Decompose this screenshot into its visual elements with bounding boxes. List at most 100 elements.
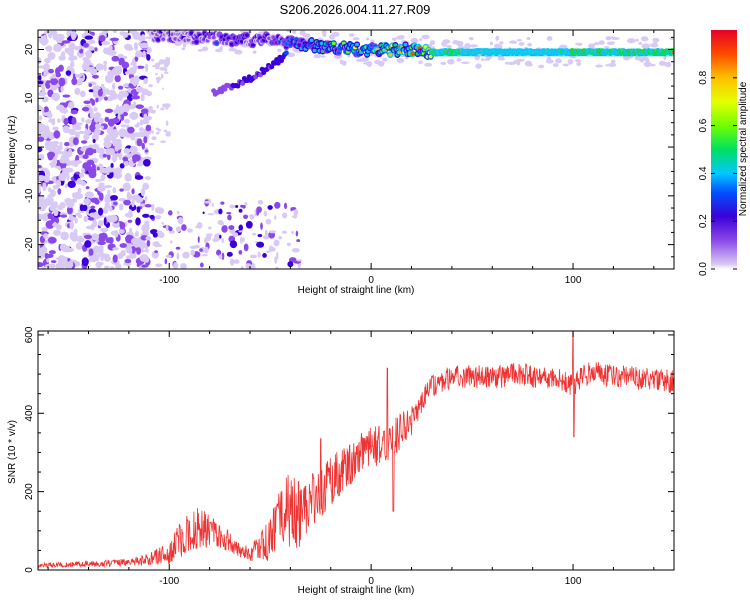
spectrogram-cell [418, 60, 423, 65]
spectrogram-cell [73, 125, 82, 131]
spectrogram-cell [274, 215, 277, 220]
spectrogram-ytick-label: 20 [24, 44, 35, 56]
spectrogram-cell [562, 63, 570, 67]
spectrogram-cell [118, 229, 125, 234]
spectrogram-cell [518, 42, 525, 46]
spectrogram-cell [69, 214, 73, 220]
spectrogram-cell [146, 53, 151, 61]
spectrogram-cell [431, 46, 435, 50]
spectrogram-cell [142, 50, 147, 58]
spectrogram-cell [55, 72, 62, 78]
spectrogram-cell [154, 250, 158, 254]
spectrogram-cell [58, 77, 66, 87]
spectrogram-cell [598, 40, 605, 45]
spectrogram-cell [397, 35, 405, 39]
spectrogram-cell [489, 41, 494, 46]
spectrogram-cell [140, 187, 146, 197]
spectrogram-cell [38, 74, 42, 81]
spectrogram-cell [83, 100, 92, 105]
spectrogram-cell [38, 115, 43, 121]
spectrogram-cell [38, 165, 42, 169]
spectrogram-cell [74, 160, 82, 164]
spectrogram-cell [634, 56, 642, 61]
spectrogram-cell [134, 123, 140, 128]
spectrogram-cell [266, 250, 270, 253]
spectrogram-cell [160, 140, 166, 144]
spectrogram-cell [410, 37, 419, 44]
colorbar-tick-label: 0.0 [698, 262, 709, 276]
spectrogram-cell [80, 140, 88, 144]
spectrogram-cell [87, 166, 97, 176]
spectrogram-cell [88, 83, 93, 87]
spectrogram-cell [65, 70, 72, 76]
spectrogram-cell [47, 236, 57, 244]
spectrogram-cell [45, 220, 55, 229]
spectrogram-cell [576, 61, 582, 67]
spectrogram-cell [145, 36, 154, 40]
spectrogram-frame [37, 29, 675, 270]
spectrogram-cell [170, 240, 173, 244]
spectrogram-cell [380, 61, 385, 66]
spectrogram-ytick-label: 10 [24, 92, 35, 104]
spectrogram-cell [88, 89, 94, 93]
spectrogram-cell [257, 251, 261, 258]
spectrogram-cell [155, 215, 162, 220]
spectrogram-cell [60, 159, 68, 164]
spectrogram-cell [393, 43, 398, 47]
spectrogram-cell [108, 89, 116, 96]
spectrogram-cell [104, 202, 111, 209]
spectrogram-cell [509, 40, 518, 44]
spectrogram-cell [60, 214, 68, 218]
spectrogram-cell [216, 249, 222, 256]
spectrogram-cell [104, 108, 114, 113]
spectrogram-cell [44, 140, 53, 149]
spectrogram-cell [181, 224, 187, 231]
spectrogram-cell [98, 192, 104, 201]
spectrogram-cell [424, 62, 433, 67]
spectrogram-cell [524, 60, 532, 67]
spectrogram-cell [88, 212, 98, 218]
spectrogram-cell [154, 62, 161, 69]
spectrogram-cell [51, 92, 61, 101]
spectrogram-cell [207, 213, 215, 216]
spectrogram-cell [156, 131, 160, 135]
spectrogram-cell [127, 87, 132, 93]
spectrogram-cell [145, 236, 152, 241]
snr-ytick-label: 400 [24, 404, 35, 421]
spectrogram-cell [124, 258, 132, 264]
spectrogram-cell [43, 174, 50, 183]
spectrogram-cell [291, 247, 300, 253]
spectrogram-cell [133, 42, 139, 51]
spectrogram-cell [112, 129, 118, 135]
spectrogram-cell [144, 149, 149, 153]
spectrogram-cell [296, 239, 301, 243]
spectrogram-cell [112, 201, 118, 206]
spectrogram-cell [162, 103, 166, 108]
spectrogram-cell [84, 128, 88, 136]
spectrogram-cell [77, 235, 83, 241]
spectrogram-cell [546, 56, 552, 62]
spectrogram-cell [104, 184, 113, 189]
colorbar-tick-label: 0.8 [698, 70, 709, 84]
spectrogram-cell [273, 239, 280, 247]
spectrogram-cell [107, 189, 111, 196]
spectrogram-cell [88, 108, 94, 114]
spectrogram-cell [252, 232, 257, 236]
spectrogram-cell [131, 58, 136, 67]
spectrogram-cell [118, 128, 128, 138]
spectrogram-cell [74, 74, 83, 78]
spectrogram-cell [43, 106, 49, 113]
spectrogram-cell [153, 241, 160, 248]
spectrogram-cell [151, 203, 155, 212]
spectrogram-cell [151, 130, 154, 134]
snr-xtick-label: -100 [159, 576, 179, 587]
spectrogram-cell [79, 172, 85, 178]
spectrogram-cell [276, 251, 279, 260]
spectrogram-cell [149, 214, 155, 220]
spectrogram-cell [133, 65, 138, 70]
spectrogram-cell [40, 246, 48, 254]
spectrogram-cell [162, 20, 168, 25]
spectrogram-cell [60, 231, 69, 241]
spectrogram-cell [165, 120, 169, 126]
spectrogram-cell [75, 242, 83, 250]
